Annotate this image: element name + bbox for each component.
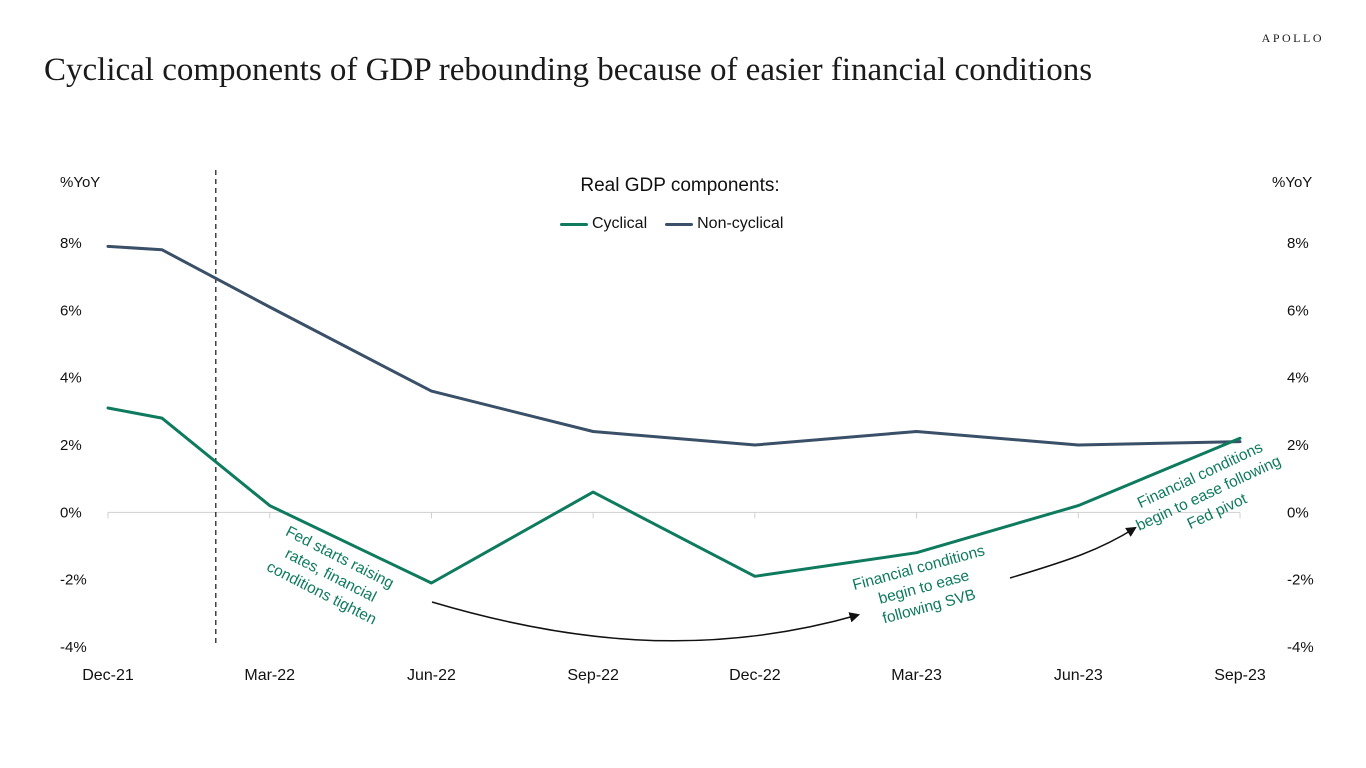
data-point-non-cyclical — [430, 389, 433, 393]
y-tick-label-right: 2% — [1287, 437, 1309, 454]
y-tick-label-right: 6% — [1287, 302, 1309, 319]
x-tick-label: Mar-23 — [891, 667, 942, 684]
data-point-cyclical — [268, 504, 271, 507]
data-point-cyclical — [1238, 437, 1242, 440]
y-tick-label-left: 8% — [60, 235, 82, 252]
chart-title: Cyclical components of GDP rebounding be… — [44, 52, 1093, 88]
legend-label-non-cyclical: Non-cyclical — [697, 215, 784, 232]
y-tick-label-right: -4% — [1287, 639, 1314, 656]
legend-item-cyclical: Cyclical — [560, 215, 647, 233]
data-point-non-cyclical — [1077, 443, 1080, 447]
data-point-non-cyclical — [106, 245, 110, 248]
data-point-non-cyclical — [591, 430, 595, 433]
data-point-cyclical — [591, 490, 595, 494]
x-tick-label: Jun-23 — [1054, 667, 1103, 684]
x-tick-label: Sep-23 — [1214, 667, 1266, 684]
x-tick-label: Dec-21 — [82, 667, 134, 684]
y-tick-label-left: 2% — [60, 437, 82, 454]
legend-title: Real GDP components: — [580, 175, 780, 196]
x-tick-label: Jun-22 — [407, 667, 456, 684]
data-point-cyclical — [160, 416, 164, 420]
legend-swatch-non-cyclical — [665, 222, 694, 226]
y-tick-label-left: -2% — [60, 572, 87, 589]
x-tick-label: Dec-22 — [729, 667, 781, 684]
y-axis-label-left: %YoY — [60, 174, 101, 191]
data-point-non-cyclical — [160, 248, 164, 251]
y-tick-label-right: 0% — [1287, 504, 1309, 521]
legend-item-non-cyclical: Non-cyclical — [665, 215, 783, 233]
x-tick-label: Mar-22 — [244, 667, 295, 684]
x-tick-label: Sep-22 — [567, 667, 619, 684]
data-point-non-cyclical — [915, 430, 918, 433]
y-tick-label-left: 6% — [60, 302, 82, 319]
series-line-non-cyclical — [106, 244, 1242, 447]
data-point-cyclical — [430, 581, 433, 585]
data-point-cyclical — [753, 575, 757, 578]
y-tick-label-left: 0% — [60, 504, 82, 521]
data-point-non-cyclical — [753, 443, 757, 447]
data-point-cyclical — [106, 406, 110, 410]
legend-swatch-cyclical — [560, 222, 588, 226]
legend: Cyclical Non-cyclical — [560, 215, 801, 233]
brand-logo: APOLLO — [1261, 31, 1324, 45]
annotation-arrow-fed-pivot — [1009, 526, 1137, 579]
annotation-arrow-svb — [431, 601, 861, 642]
data-point-cyclical — [915, 551, 918, 554]
y-tick-label-right: 8% — [1287, 235, 1309, 252]
y-tick-label-left: -4% — [60, 639, 87, 656]
data-point-non-cyclical — [1238, 440, 1242, 443]
y-tick-label-right: -2% — [1287, 572, 1314, 589]
y-tick-label-right: 4% — [1287, 370, 1309, 387]
y-tick-label-left: 4% — [60, 370, 82, 387]
y-axis-label-right: %YoY — [1272, 174, 1313, 191]
data-point-cyclical — [1077, 504, 1080, 507]
data-point-non-cyclical — [268, 305, 271, 309]
legend-label-cyclical: Cyclical — [592, 215, 648, 232]
